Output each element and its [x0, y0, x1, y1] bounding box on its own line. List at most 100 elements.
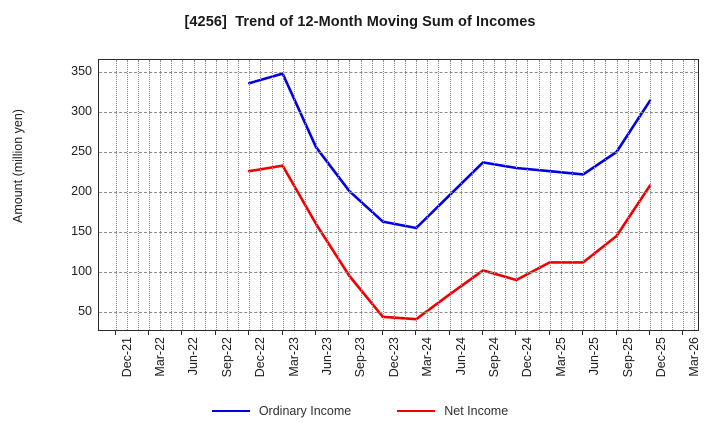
vertical-gridline [471, 60, 473, 330]
vertical-gridline [549, 60, 551, 330]
vertical-gridline [360, 60, 362, 330]
vertical-gridline [115, 60, 117, 330]
vertical-gridline [204, 60, 206, 330]
x-axis-tick-label: Jun-23 [320, 337, 335, 376]
y-axis-title-text: Amount (million yen) [11, 108, 25, 223]
vertical-gridline [327, 60, 329, 330]
y-axis-tick-label: 50 [78, 304, 92, 318]
vertical-gridline [316, 60, 318, 330]
vertical-gridline [449, 60, 451, 330]
vertical-gridline [193, 60, 195, 330]
vertical-gridline [126, 60, 128, 330]
x-axis-tick-label: Mar-23 [286, 337, 301, 377]
x-axis-tick-mark [548, 331, 550, 335]
y-axis-title: Amount (million yen) [6, 0, 30, 331]
vertical-gridline [293, 60, 295, 330]
x-axis-tick-label: Sep-24 [486, 337, 501, 378]
vertical-gridline [226, 60, 228, 330]
vertical-gridline [616, 60, 618, 330]
vertical-gridline [438, 60, 440, 330]
vertical-gridline [560, 60, 562, 330]
vertical-gridline [238, 60, 240, 330]
x-axis-tick-mark [682, 331, 684, 335]
x-axis-tick-label: Dec-23 [386, 337, 401, 378]
vertical-gridline [494, 60, 496, 330]
vertical-gridline [683, 60, 685, 330]
horizontal-gridline [99, 312, 698, 313]
y-axis-tick-labels: 50 100 150 200 250 300 350 [28, 59, 92, 331]
vertical-gridline [460, 60, 462, 330]
x-axis-tick-label: Sep-23 [353, 337, 368, 378]
y-axis-tick-label: 250 [71, 144, 92, 158]
x-axis-tick-mark [214, 331, 216, 335]
x-axis-tick-mark [481, 331, 483, 335]
x-axis-tick-label: Jun-22 [186, 337, 201, 376]
series-layer [247, 72, 652, 321]
x-axis-tick-label: Jun-24 [453, 337, 468, 376]
vertical-gridline [349, 60, 351, 330]
vertical-gridline [627, 60, 629, 330]
vertical-gridline [605, 60, 607, 330]
x-axis-tick-label: Mar-25 [553, 337, 568, 377]
vertical-gridline [215, 60, 217, 330]
legend-item[interactable]: Net Income [397, 404, 508, 418]
x-axis-tick-label: Mar-24 [420, 337, 435, 377]
vertical-gridline [572, 60, 573, 330]
vertical-gridline [638, 60, 640, 330]
x-axis-tick-label: Jun-25 [587, 337, 602, 376]
x-axis-tick-label: Sep-22 [219, 337, 234, 378]
x-axis-tick-label: Sep-25 [620, 337, 635, 378]
vertical-gridline [382, 60, 384, 330]
vertical-gridline [260, 60, 262, 330]
vertical-gridline [583, 60, 585, 330]
vertical-gridline [661, 60, 663, 330]
y-axis-tick-label: 200 [71, 184, 92, 198]
x-axis-tick-mark [181, 331, 183, 335]
legend-label: Net Income [444, 404, 509, 418]
vertical-gridline [149, 60, 151, 330]
y-axis-tick-label: 150 [71, 224, 92, 238]
legend-line-icon [211, 410, 250, 412]
x-axis-tick-mark [114, 331, 116, 335]
x-axis-tick-label: Dec-25 [653, 337, 668, 378]
vertical-gridline [649, 60, 651, 330]
vertical-gridline [482, 60, 484, 330]
x-axis-tick-mark [648, 331, 650, 335]
horizontal-gridline [99, 112, 698, 113]
x-axis-tick-mark [515, 331, 517, 335]
x-axis-tick-mark [348, 331, 350, 335]
vertical-gridline [594, 60, 596, 330]
y-axis-tick-label: 300 [71, 104, 92, 118]
vertical-gridline [282, 60, 284, 330]
horizontal-gridline [99, 152, 698, 153]
x-axis-tick-mark [381, 331, 383, 335]
x-axis-tick-mark [582, 331, 584, 335]
vertical-gridline [672, 60, 674, 330]
vertical-gridline [393, 60, 395, 330]
vertical-gridline [160, 60, 162, 330]
legend-item[interactable]: Ordinary Income [211, 404, 352, 418]
y-axis-tick-label: 350 [71, 64, 92, 78]
horizontal-gridline [99, 272, 698, 273]
x-axis-tick-mark [315, 331, 317, 335]
x-axis-tick-label: Mar-22 [153, 337, 168, 377]
vertical-gridline [516, 60, 518, 330]
legend: Ordinary Income Net Income [0, 404, 720, 418]
horizontal-gridline [99, 232, 698, 233]
legend-line-icon [397, 410, 436, 412]
x-axis-tick-mark [281, 331, 283, 335]
vertical-gridline [416, 60, 418, 330]
x-axis-tick-mark [448, 331, 450, 335]
legend-label: Ordinary Income [258, 404, 352, 418]
vertical-gridline [405, 60, 407, 330]
plot-inner [99, 60, 698, 330]
vertical-gridline [427, 60, 429, 330]
vertical-gridline [249, 60, 251, 330]
vertical-gridline [527, 60, 529, 330]
vertical-gridline [171, 60, 173, 330]
horizontal-gridline [99, 192, 698, 193]
x-axis-tick-mark [148, 331, 150, 335]
vertical-gridline [137, 60, 139, 330]
plot-area [98, 59, 699, 331]
